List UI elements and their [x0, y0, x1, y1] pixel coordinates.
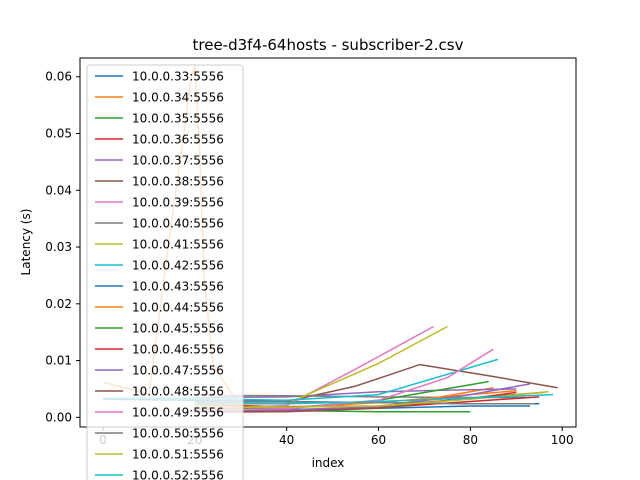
legend-label: 10.0.0.47:5556 [132, 364, 224, 378]
legend-label: 10.0.0.40:5556 [132, 217, 224, 231]
x-tick-label: 100 [551, 433, 574, 447]
legend-label: 10.0.0.50:5556 [132, 427, 224, 441]
legend-label: 10.0.0.35:5556 [132, 112, 224, 126]
series-line-20 [194, 393, 554, 405]
legend-label: 10.0.0.46:5556 [132, 343, 224, 357]
y-tick-label: 0.04 [45, 183, 72, 197]
legend-label: 10.0.0.43:5556 [132, 280, 224, 294]
series-line-18 [194, 400, 535, 405]
legend-label: 10.0.0.38:5556 [132, 175, 224, 189]
legend-label: 10.0.0.52:5556 [132, 469, 224, 480]
chart-title: tree-d3f4-64hosts - subscriber-2.csv [193, 36, 464, 54]
y-tick-label: 0.05 [45, 127, 72, 141]
y-tick-label: 0.06 [45, 70, 72, 84]
x-tick-label: 80 [463, 433, 478, 447]
y-tick-label: 0.01 [45, 354, 72, 368]
legend-label: 10.0.0.33:5556 [132, 70, 224, 84]
legend-label: 10.0.0.48:5556 [132, 385, 224, 399]
series-line-17 [194, 348, 494, 411]
legend-label: 10.0.0.36:5556 [132, 133, 224, 147]
legend-label: 10.0.0.34:5556 [132, 91, 224, 105]
x-tick-label: 60 [371, 433, 386, 447]
legend-label: 10.0.0.41:5556 [132, 238, 224, 252]
legend-label: 10.0.0.51:5556 [132, 448, 224, 462]
y-axis: 0.00 0.01 0.02 0.03 0.04 0.05 0.06 [45, 70, 80, 424]
series-line-5 [194, 388, 517, 399]
x-axis-label: index [312, 456, 345, 470]
legend-label: 10.0.0.49:5556 [132, 406, 224, 420]
y-tick-label: 0.00 [45, 410, 72, 424]
legend-label: 10.0.0.37:5556 [132, 154, 224, 168]
legend: 10.0.0.33:5556 10.0.0.34:5556 10.0.0.35:55… [86, 64, 244, 480]
legend-label: 10.0.0.45:5556 [132, 322, 224, 336]
legend-label: 10.0.0.39:5556 [132, 196, 224, 210]
legend-label: 10.0.0.42:5556 [132, 259, 224, 273]
x-tick-label: 40 [279, 433, 294, 447]
plot-frame [79, 57, 577, 428]
y-axis-label: Latency (s) [19, 209, 33, 276]
legend-label: 10.0.0.44:5556 [132, 301, 224, 315]
y-tick-label: 0.03 [45, 240, 72, 254]
legend-box [86, 64, 244, 480]
y-tick-label: 0.02 [45, 297, 72, 311]
